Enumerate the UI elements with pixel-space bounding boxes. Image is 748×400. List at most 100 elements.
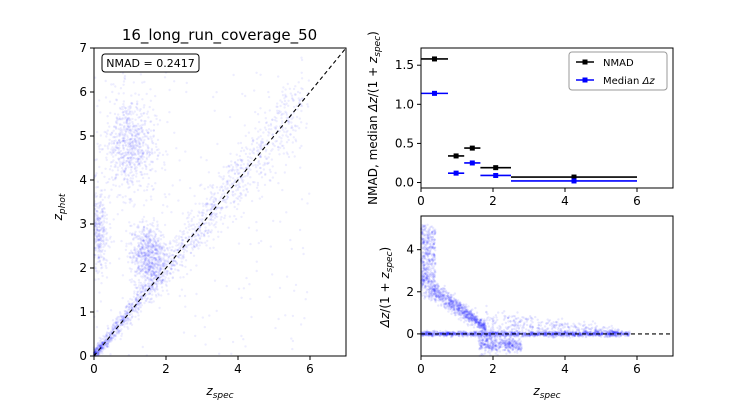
scatter-point [227,169,231,173]
scatter-point [213,109,216,113]
scatter-point [109,353,112,356]
scatter-point [96,347,100,351]
scatter-point [139,295,142,298]
scatter-point [225,165,228,169]
scatter-point [125,311,129,314]
scatter-point [263,161,266,165]
scatter-point [153,151,156,154]
scatter-point [168,111,171,114]
scatter-point [106,331,109,335]
scatter-point [116,142,119,145]
scatter-point [109,309,113,312]
scatter-point [142,228,146,231]
scatter-point [152,219,156,222]
scatter-point [100,346,104,349]
scatter-point [151,167,154,171]
scatter-point [291,347,294,351]
scatter-point [112,83,115,86]
scatter-point [160,267,164,270]
scatter-point [123,169,127,173]
scatter-point [214,226,217,229]
scatter-point [236,170,239,173]
scatter-point [217,206,220,209]
scatter-point [105,344,109,348]
scatter-point [170,257,173,260]
scatter-point [102,334,105,338]
scatter-point [210,222,213,225]
scatter-point [110,176,114,179]
scatter-point [132,112,135,115]
scatter-point [293,155,296,158]
scatter-point [135,298,138,301]
scatter-point [202,232,205,236]
scatter-point [299,102,303,106]
scatter-point [170,268,173,271]
scatter-point [115,322,118,325]
scatter-point [117,328,120,331]
scatter-point [286,129,289,133]
scatter-point [128,303,132,306]
scatter-point [129,128,132,131]
scatter-point [156,138,160,142]
scatter-point [172,260,175,263]
scatter-point [117,330,120,334]
scatter-point [294,283,298,287]
scatter-point [130,261,134,264]
scatter-point [112,183,115,187]
scatter-point [265,157,268,160]
scatter-point [136,152,140,155]
scatter-point [123,128,126,132]
scatter-point [136,108,139,111]
scatter-point [228,215,232,218]
scatter-point [106,180,110,184]
scatter-point [229,169,232,172]
scatter-point [179,229,182,233]
scatter-point [280,114,283,117]
scatter-point [133,249,136,252]
scatter-point [146,285,150,288]
scatter-point [306,105,310,108]
scatter-point [124,319,127,322]
scatter-point [122,201,125,204]
scatter-point [133,274,137,277]
scatter-point [147,293,150,296]
scatter-point [106,122,110,125]
scatter-point [154,244,158,247]
scatter-point [282,86,285,89]
scatter-point [149,99,153,103]
scatter-point [129,321,133,325]
scatter-point [248,152,251,155]
scatter-point [129,177,132,180]
x-axis-label: zspec [205,384,233,400]
scatter-point [118,185,121,188]
scatter-point [128,317,131,320]
scatter-point [129,104,132,108]
scatter-point [115,330,118,334]
scatter-point [196,239,199,242]
scatter-point [135,113,139,117]
scatter-point [212,205,215,208]
scatter-point [105,343,108,346]
scatter-point [130,278,134,281]
scatter-point [246,190,249,194]
scatter-point [235,197,238,200]
scatter-point [100,282,103,285]
scatter-point [248,160,251,163]
scatter-point [194,231,198,234]
scatter-point [198,221,201,224]
scatter-point [141,267,144,271]
scatter-point [114,322,118,325]
scatter-point [136,237,139,241]
scatter-point [254,166,258,169]
scatter-point [185,250,189,253]
scatter-point [124,306,128,310]
scatter-point [154,142,158,146]
scatter-point [129,124,132,128]
scatter-point [172,258,175,262]
scatter-point [202,212,205,215]
scatter-point [233,214,236,218]
scatter-point [178,179,182,182]
scatter-point [164,150,168,153]
scatter-point [228,179,232,182]
